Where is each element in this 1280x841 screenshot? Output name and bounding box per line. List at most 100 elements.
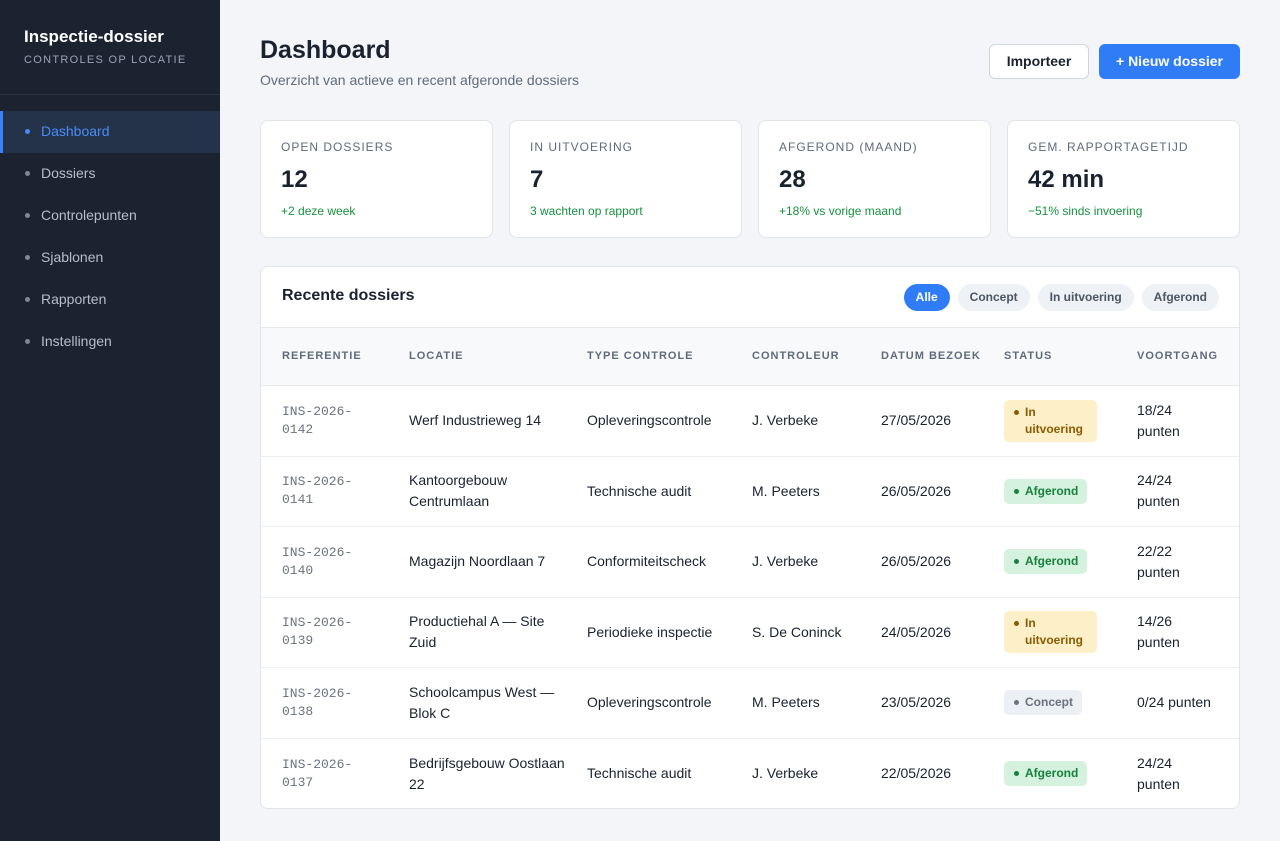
cell: 0/24 punten — [1137, 667, 1239, 739]
status-badge: Afgerond — [1004, 549, 1088, 575]
table: REFERENTIE LOCATIE TYPE CONTROLE CONTROLEUR… — [261, 327, 1239, 808]
reference: INS-2026-0140 — [261, 526, 409, 598]
header-row: REFERENTIE LOCATIE TYPE CONTROLE CONTROLEUR… — [261, 327, 1239, 386]
nav-item[interactable]: Instellingen — [0, 321, 220, 363]
cell: Schoolcampus West — Blok C — [409, 667, 587, 739]
status-badge: In uitvoering — [1004, 399, 1097, 442]
cell: Magazijn Noordlaan 7 — [409, 526, 587, 598]
status-cell: In uitvoering — [1004, 385, 1137, 457]
cell: J. Verbeke — [752, 765, 819, 781]
nav: Dashboard Dossiers Controlepunten Sjablonen… — [0, 111, 220, 363]
page-subtitle: Overzicht van actieve en recent afgerond… — [260, 72, 580, 88]
status-badge: Concept — [1004, 690, 1082, 716]
stat-label: IN UITVOERING — [530, 140, 634, 154]
status-cell: Afgerond — [1004, 738, 1137, 808]
stat-note: +18% vs vorige maand — [779, 204, 902, 218]
reference: INS-2026-0142 — [261, 385, 409, 457]
cell: 24/24 punten — [1137, 754, 1180, 792]
column-header: REFERENTIE — [261, 327, 409, 386]
filter-chip[interactable]: In uitvoering — [1037, 284, 1134, 311]
status-cell: In uitvoering — [1004, 597, 1137, 668]
status-cell: Afgerond — [1004, 526, 1137, 598]
column-header: STATUS — [1004, 327, 1137, 386]
stat-note: +2 deze week — [281, 204, 356, 218]
reference: INS-2026-0141 — [261, 456, 409, 527]
stat-value: 12 — [281, 166, 308, 193]
cell: Productiehal A — Site Zuid — [409, 597, 587, 668]
stat-card: GEM. RAPPORTAGETIJD 42 min −51% sinds invo… — [1007, 120, 1240, 238]
cell: 22/22 punten — [1137, 526, 1239, 598]
brand-subtitle: CONTROLES OP LOCATIE — [24, 54, 187, 66]
cell: 18/24 punten — [1137, 385, 1239, 457]
cell: Kantoorgebouw Centrumlaan — [409, 456, 587, 527]
stat-value: 42 min — [1028, 166, 1105, 193]
table-row[interactable]: INS-2026-0137 Bedrijfsgebouw Oostlaan 22 T… — [261, 738, 1239, 808]
cell: M. Peeters — [752, 667, 881, 739]
cell: M. Peeters — [752, 456, 881, 527]
recent-dossiers: Recente dossiers Alle Concept In uitvoerin… — [260, 266, 1240, 809]
brand-title: Inspectie-dossier — [24, 27, 164, 46]
import-button[interactable]: Importeer — [989, 44, 1089, 79]
stat-card: AFGEROND (MAAND) 28 +18% vs vorige maand — [758, 120, 991, 238]
nav-item[interactable]: Rapporten — [0, 279, 220, 321]
nav-item[interactable]: Sjablonen — [0, 237, 220, 279]
sidebar: Inspectie-dossier CONTROLES OP LOCATIE D… — [0, 0, 220, 841]
column-header: LOCATIE — [409, 327, 587, 386]
stat-value: 28 — [779, 166, 806, 193]
table-row[interactable]: INS-2026-0140 Magazijn Noordlaan 7 Conform… — [261, 526, 1239, 598]
stat-label: OPEN DOSSIERS — [281, 140, 394, 154]
stat-card: IN UITVOERING 7 3 wachten op rapport — [509, 120, 742, 238]
stat-label: AFGEROND (MAAND) — [779, 140, 918, 154]
reference: INS-2026-0139 — [261, 597, 409, 668]
stat-card: OPEN DOSSIERS 12 +2 deze week — [260, 120, 493, 238]
cell: Technische audit — [587, 765, 692, 781]
status-badge: Afgerond — [1004, 761, 1088, 786]
reference: INS-2026-0138 — [261, 667, 409, 739]
status-badge: In uitvoering — [1004, 611, 1097, 654]
column-header: DATUM BEZOEK — [881, 327, 1004, 386]
column-header: VOORTGANG — [1137, 327, 1239, 386]
cell: Opleveringscontrole — [587, 667, 752, 739]
stat-note: −51% sinds invoering — [1028, 204, 1143, 218]
cell: S. De Coninck — [752, 597, 881, 668]
cell: 26/05/2026 — [881, 456, 1004, 527]
cell: 26/05/2026 — [881, 526, 1004, 598]
table-title: Recente dossiers — [282, 287, 415, 304]
table-row[interactable]: INS-2026-0139 Productiehal A — Site Zuid P… — [261, 597, 1239, 668]
filter-chip[interactable]: Alle — [903, 284, 950, 311]
cell: Periodieke inspectie — [587, 597, 752, 668]
stat-label: GEM. RAPPORTAGETIJD — [1028, 140, 1189, 154]
page-title: Dashboard — [260, 36, 391, 64]
cell: 27/05/2026 — [881, 385, 1004, 457]
nav-item[interactable]: Dashboard — [0, 111, 220, 153]
table-row[interactable]: INS-2026-0142 Werf Industrieweg 14 Oplever… — [261, 385, 1239, 457]
cell: 24/05/2026 — [881, 597, 1004, 668]
cell: Conformiteitscheck — [587, 526, 752, 598]
filters: Alle Concept In uitvoering Afgerond — [903, 284, 1219, 311]
new-dossier-button[interactable]: + Nieuw dossier — [1099, 44, 1240, 79]
column-header: CONTROLEUR — [752, 327, 881, 386]
cell: Bedrijfsgebouw Oostlaan 22 — [409, 754, 565, 792]
table-row[interactable]: INS-2026-0141 Kantoorgebouw Centrumlaan Te… — [261, 456, 1239, 527]
filter-chip[interactable]: Afgerond — [1141, 284, 1219, 311]
status-cell: Concept — [1004, 667, 1137, 739]
nav-item[interactable]: Dossiers — [0, 153, 220, 195]
status-badge: Afgerond — [1004, 478, 1088, 504]
stat-note: 3 wachten op rapport — [530, 204, 643, 218]
cell: Technische audit — [587, 456, 752, 527]
cell: 24/24 punten — [1137, 456, 1239, 527]
reference: INS-2026-0137 — [282, 756, 353, 790]
cell: 22/05/2026 — [881, 765, 952, 781]
filter-chip[interactable]: Concept — [957, 284, 1030, 311]
cell: 14/26 punten — [1137, 597, 1239, 668]
cell: 23/05/2026 — [881, 667, 1004, 739]
divider — [0, 94, 220, 95]
cell: J. Verbeke — [752, 385, 881, 457]
nav-item[interactable]: Controlepunten — [0, 195, 220, 237]
status-cell: Afgerond — [1004, 456, 1137, 527]
cell: Werf Industrieweg 14 — [409, 385, 587, 457]
cell: J. Verbeke — [752, 526, 881, 598]
